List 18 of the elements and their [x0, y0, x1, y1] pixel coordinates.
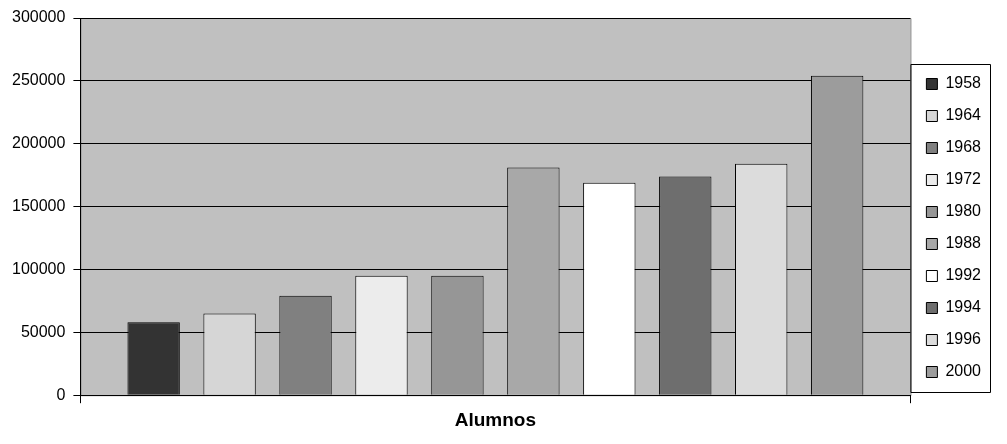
legend-label: 1996	[945, 330, 982, 348]
y-tick-label: 50000	[20, 322, 66, 340]
legend-label: 1988	[945, 234, 982, 252]
legend-label: 1980	[945, 202, 982, 220]
legend-label: 2000	[945, 362, 982, 380]
legend-label: 1958	[945, 74, 982, 92]
y-tick-label: 0	[56, 385, 66, 403]
legend-label: 1968	[945, 138, 982, 156]
legend-label: 1972	[945, 170, 982, 188]
x-tick-label: Alumnos	[454, 408, 537, 430]
y-tick-label: 150000	[12, 197, 66, 215]
y-tick-label: 300000	[12, 8, 66, 26]
legend-label: 1992	[945, 266, 982, 284]
legend-label: 1994	[945, 298, 982, 316]
y-tick-label: 250000	[12, 71, 66, 89]
legend-label: 1964	[945, 106, 982, 124]
y-tick-label: 100000	[12, 259, 66, 277]
y-tick-label: 200000	[12, 134, 66, 152]
